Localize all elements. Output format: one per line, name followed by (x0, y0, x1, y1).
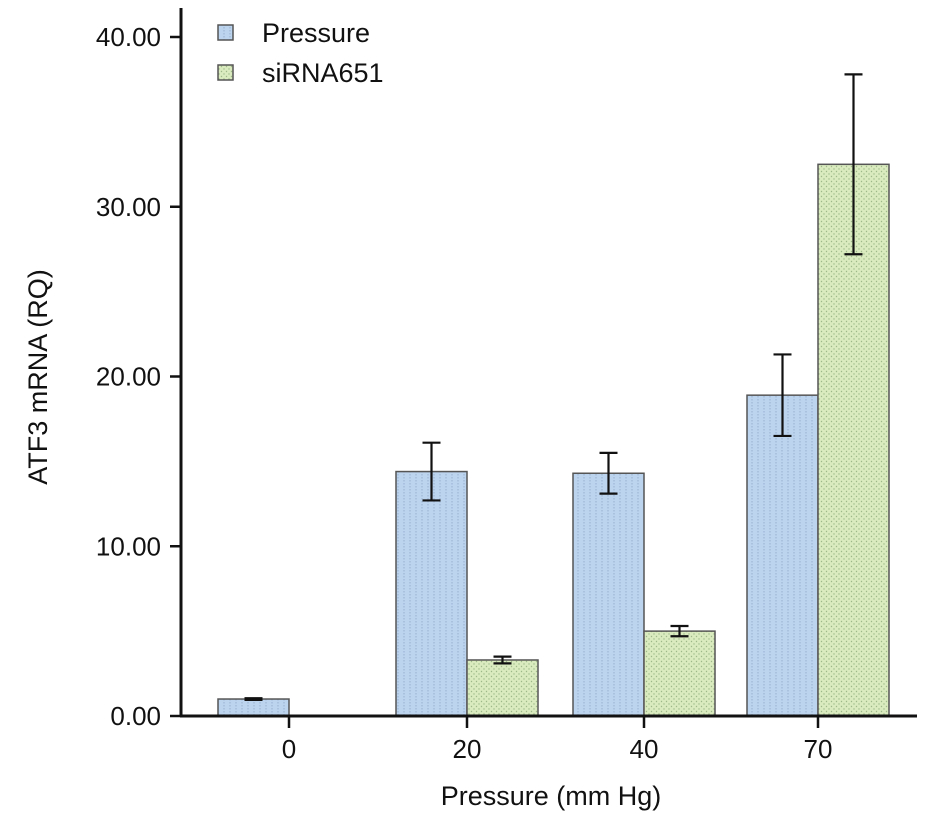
x-axis-label: Pressure (mm Hg) (441, 781, 662, 811)
bar-sirna651-40 (643, 630, 716, 717)
bar-pressure-40 (572, 472, 645, 717)
y-tick-label-2: 20.00 (96, 362, 161, 392)
error-bar-pressure-40 (599, 451, 618, 495)
legend-swatch-pressure (217, 24, 234, 41)
legend-swatch-sirna651 (217, 64, 234, 81)
bar-sirna651-70 (817, 163, 890, 717)
bar-pressure-0 (217, 698, 290, 717)
legend-label-pressure: Pressure (262, 18, 370, 48)
legend: Pressure siRNA651 (217, 18, 384, 88)
y-axis-label: ATF3 mRNA (RQ) (23, 269, 53, 485)
y-tick-label-3: 30.00 (96, 192, 161, 222)
error-bar-sirna651-20 (493, 655, 512, 665)
legend-label-sirna651: siRNA651 (262, 58, 384, 88)
bar-sirna651-20 (466, 659, 539, 717)
x-tick-label-40: 40 (630, 734, 659, 764)
error-bar-pressure-0 (244, 697, 263, 701)
x-tick-label-20: 20 (453, 734, 482, 764)
error-bar-pressure-20 (422, 441, 441, 502)
y-tick-label-4: 40.00 (96, 22, 161, 52)
bar-pressure-20 (395, 470, 468, 717)
y-tick-label-0: 0.00 (110, 701, 161, 731)
error-bar-sirna651-40 (670, 624, 689, 638)
x-tick-label-70: 70 (804, 734, 833, 764)
y-tick-label-1: 10.00 (96, 531, 161, 561)
bar-pressure-70 (746, 394, 819, 717)
error-bar-sirna651-70 (844, 73, 863, 256)
x-tick-label-0: 0 (282, 734, 296, 764)
error-bar-pressure-70 (773, 353, 792, 438)
